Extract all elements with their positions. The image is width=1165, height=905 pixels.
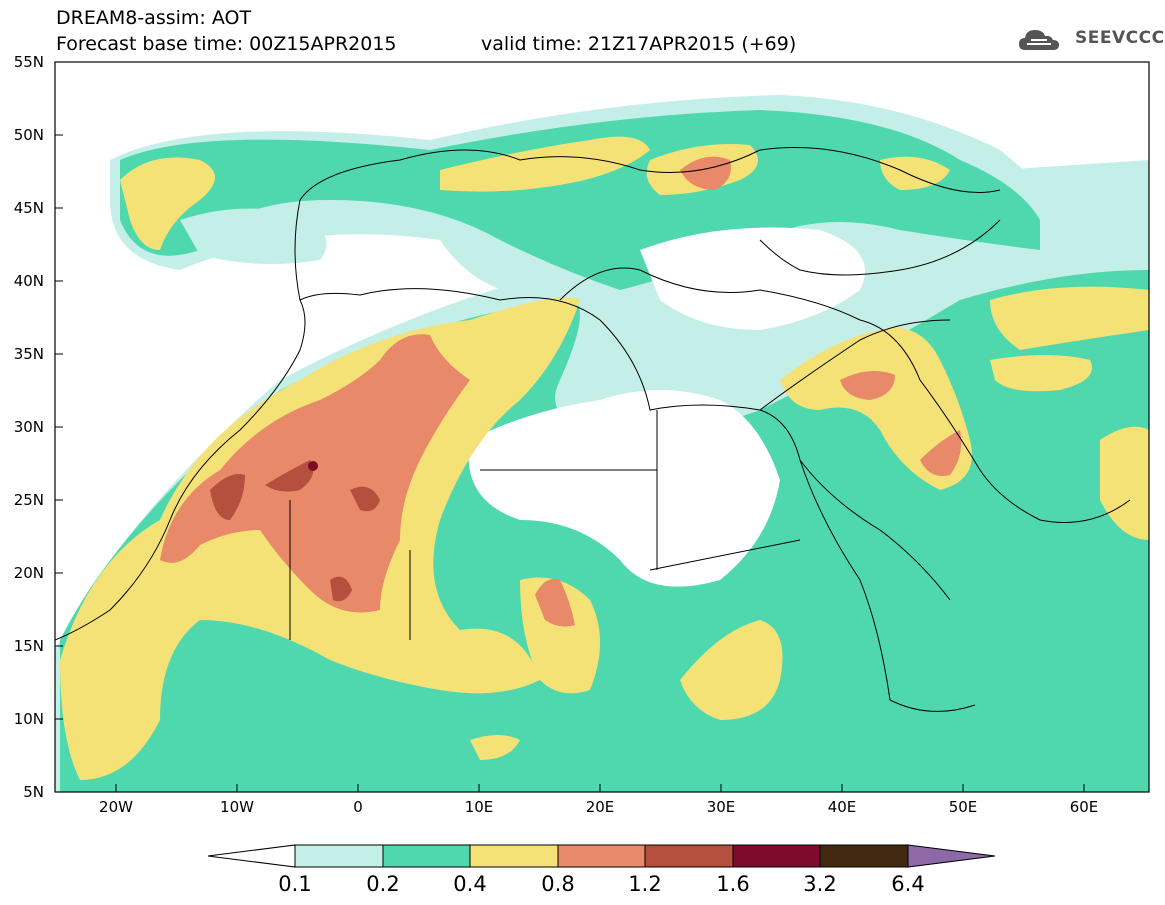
colorbar-swatch-7 — [819, 844, 909, 868]
colorbar-swatch-2 — [382, 844, 471, 868]
colorbar-label: 1.6 — [716, 872, 750, 896]
lat-label: 20N — [13, 564, 44, 582]
lat-label: 45N — [13, 199, 44, 217]
colorbar-label: 3.2 — [803, 872, 837, 896]
lon-label: 30E — [706, 798, 736, 816]
base-time-label: Forecast base time: 00Z15APR2015 — [56, 33, 397, 55]
brand-logo-text: SEEVCCC — [1075, 28, 1165, 48]
colorbar-label: 0.4 — [453, 872, 487, 896]
lon-label: 50E — [948, 798, 978, 816]
lon-label: 20W — [99, 798, 133, 816]
cloud-icon — [1019, 30, 1059, 50]
lon-label: 20E — [585, 798, 615, 816]
colorbar — [207, 844, 996, 868]
lat-label: 15N — [13, 637, 44, 655]
lat-label: 50N — [13, 126, 44, 144]
colorbar-label: 0.1 — [278, 872, 312, 896]
colorbar-swatch-6 — [732, 844, 821, 868]
lat-label: 10N — [13, 710, 44, 728]
lat-label: 35N — [13, 345, 44, 363]
lat-label: 5N — [23, 783, 44, 801]
colorbar-swatch-below — [207, 844, 296, 868]
colorbar-swatch-4 — [557, 844, 646, 868]
lon-label: 40E — [827, 798, 857, 816]
colorbar-swatch-3 — [469, 844, 559, 868]
lon-label: 0 — [353, 798, 363, 816]
valid-time-label: valid time: 21Z17APR2015 (+69) — [481, 33, 797, 55]
colorbar-swatch-above — [907, 844, 996, 868]
lat-label: 25N — [13, 491, 44, 509]
colorbar-label: 0.8 — [541, 872, 575, 896]
lon-label: 60E — [1069, 798, 1099, 816]
lat-label: 55N — [13, 53, 44, 71]
lat-label: 40N — [13, 272, 44, 290]
map-title: DREAM8-assim: AOT — [56, 7, 252, 29]
axis-ticks — [55, 61, 1085, 792]
colorbar-swatch-1 — [294, 844, 384, 868]
colorbar-label: 6.4 — [891, 872, 925, 896]
lat-label: 30N — [13, 418, 44, 436]
colorbar-swatch-5 — [644, 844, 734, 868]
colorbar-label: 0.2 — [366, 872, 400, 896]
aot-field — [55, 95, 1149, 792]
lon-label: 10W — [220, 798, 254, 816]
lon-label: 10E — [464, 798, 494, 816]
coastlines — [55, 147, 1131, 712]
colorbar-label: 1.2 — [628, 872, 662, 896]
